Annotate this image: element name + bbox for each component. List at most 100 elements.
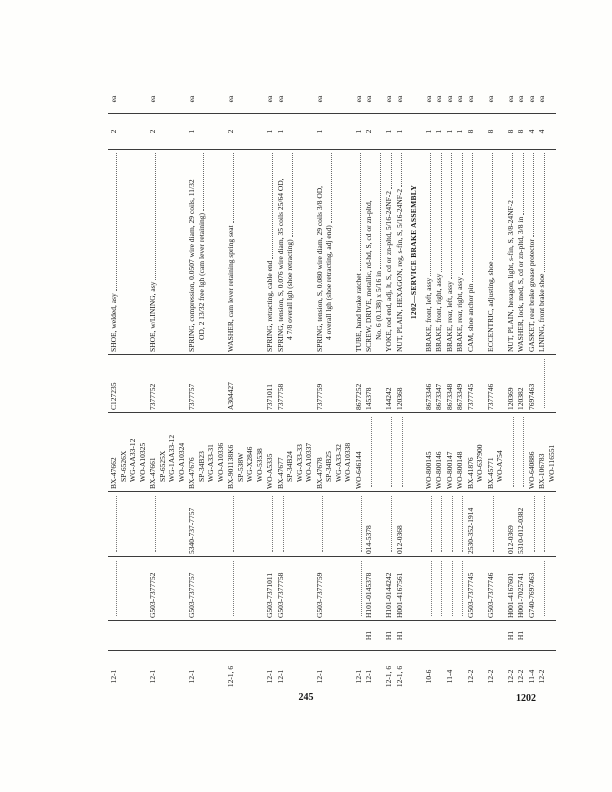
vehicular-no-cell: H001-4167601 bbox=[504, 556, 515, 620]
dotted-leader bbox=[394, 153, 402, 187]
description-text: SPRING, tension, S, 0.080 wire diam, 29 … bbox=[314, 185, 324, 352]
quantity-cell: 2 bbox=[225, 113, 264, 149]
description-cell: CAM, shoe anchor pin bbox=[464, 149, 485, 354]
mfr-part-no: WO-800146 bbox=[434, 451, 443, 490]
h1-flag-cell bbox=[484, 620, 505, 650]
dotted-leader bbox=[505, 153, 513, 199]
dotted-leader bbox=[423, 153, 431, 276]
unit-cell: ea bbox=[505, 95, 515, 103]
ord-part-no-cell: 7371011 bbox=[264, 354, 275, 412]
mfr-part-no: BX-47678 bbox=[314, 457, 324, 489]
description-text: 4 overall lgh (shoe retracting, adj end) bbox=[324, 225, 333, 340]
empty-cell-leader bbox=[275, 496, 284, 552]
empty-cell-leader bbox=[384, 496, 392, 552]
description-cell: SCREW, DRIVE, metallic, rd-hd, S, cd or … bbox=[363, 149, 383, 354]
vehicular-no-cell bbox=[443, 556, 454, 620]
description-cell: BRAKE, rear, right, assy bbox=[454, 149, 465, 354]
mfr-part-no: BX-47677 bbox=[275, 457, 285, 489]
description-text: 4 7/8 overall lgh (shoe retracting) bbox=[285, 239, 294, 340]
description-line: SHOE, w/LINING, asy bbox=[148, 152, 158, 352]
mfr-part-no-cell: WO-646144 bbox=[352, 412, 363, 491]
quantity-cell: 1 bbox=[352, 113, 363, 149]
empty-cell-leader bbox=[444, 496, 453, 552]
quantity-cell: 1 bbox=[186, 113, 225, 149]
h1-flag-cell bbox=[433, 620, 444, 650]
mfr-part-no-cell: BX-47676 SP-34B23 WG-A33-31 WO-A10336 bbox=[186, 412, 225, 491]
table-row: 12-2 G503-7377745 2530-352-1914 BX-41876… bbox=[464, 85, 485, 702]
empty-cell-leader bbox=[455, 561, 463, 616]
empty-cell-leader bbox=[353, 496, 362, 552]
description-text: SCREW, DRIVE, metallic, rd-hd, S, cd or … bbox=[364, 200, 373, 352]
description-cell: NUT, PLAIN, hexagon, light, s-fin, S, 3/… bbox=[504, 149, 515, 354]
table-row: 12-1 G503-7377759 BX-47678 SP-34B25 WG-A33… bbox=[313, 85, 353, 702]
mfr-part-no: WO-A754 bbox=[495, 450, 504, 482]
h1-flag-cell: H1 bbox=[363, 620, 383, 650]
stock-no-cell bbox=[422, 491, 433, 556]
ord-part-no-cell: 8673348 bbox=[443, 354, 454, 412]
table-row: 12-1 WO-646144 8677252 TUBE, hand brake … bbox=[352, 85, 364, 702]
description-line: GASKET, rear brake grease protector bbox=[526, 152, 537, 352]
quantity-cell: 4 bbox=[525, 113, 536, 149]
unit-cell: ea bbox=[353, 95, 363, 103]
table-row: WO-800148 8673349 BRAKE, rear, right, as… bbox=[454, 85, 465, 702]
mfr-part-no: WG-A33-33 bbox=[294, 444, 304, 482]
ord-part-no-cell: 120382 bbox=[515, 354, 526, 412]
h1-flag-cell bbox=[352, 620, 363, 650]
unit-cell: ea bbox=[394, 95, 404, 103]
table-row: 11-4 G740-7697463 WO-640886 7697463 GASK… bbox=[525, 85, 537, 702]
mfr-part-no: WO-640886 bbox=[526, 451, 536, 490]
table-row: 10-6 WO-800145 8673346 BRAKE, front, lef… bbox=[422, 85, 433, 702]
description-text: SHOE, welded, asy bbox=[109, 293, 118, 352]
dotted-leader bbox=[465, 153, 473, 282]
empty-cell-leader bbox=[434, 561, 442, 616]
quantity-cell: 2 bbox=[363, 113, 383, 149]
empty-cell-leader bbox=[226, 561, 234, 616]
description-line: NUT, PLAIN, HEXAGON, reg, s-fin, S, 5/16… bbox=[394, 152, 405, 352]
mfr-part-no: SP-538W bbox=[235, 452, 245, 482]
ord-part-no-cell: 7697463 bbox=[525, 354, 536, 412]
mfr-part-no-cell: BX-47662 SP-6526X WG-AA33-12 WO-A10325 bbox=[108, 412, 147, 491]
description-cell: ECCENTRIC, adjusting, shoe bbox=[484, 149, 505, 354]
h1-flag-cell: H1 bbox=[383, 620, 394, 650]
vehicular-no-cell bbox=[454, 556, 465, 620]
description-line: BRAKE, rear, right, assy bbox=[455, 152, 465, 352]
mfr-part-no: WG-A33-31 bbox=[206, 444, 215, 482]
mfr-part-no-cell: WO-800145 bbox=[422, 412, 433, 491]
description-line: TUBE, hand brake ratchet bbox=[353, 152, 364, 352]
description-text: BRAKE, rear, right, assy bbox=[455, 276, 464, 352]
vehicular-no-cell bbox=[352, 556, 363, 620]
ord-part-no-cell: 8673347 bbox=[433, 354, 444, 412]
vehicular-no-cell: G503-7377745 bbox=[464, 556, 485, 620]
description-text: YOKE, rod end, adj, lt, S, cd or zn-pltd… bbox=[384, 190, 393, 352]
mfr-part-no: WO-A10338 bbox=[343, 442, 352, 482]
unit-cell: ea bbox=[109, 95, 118, 103]
mfr-part-no: WO-800145 bbox=[423, 451, 433, 490]
mfr-part-no-cell: WO-800146 bbox=[433, 412, 444, 491]
vehicular-no-cell bbox=[108, 556, 147, 620]
h1-flag-cell bbox=[225, 620, 264, 650]
dotted-leader bbox=[324, 153, 332, 224]
unit-cell: ea bbox=[444, 95, 454, 103]
description-text: SPRING, tension, S, 0.076 wire diam, 35 … bbox=[275, 178, 285, 352]
mfr-part-no-cell: BX-47661 SP-6525X WG-1AA33-12 WO-A10324 bbox=[147, 412, 186, 491]
empty-cell-leader bbox=[384, 417, 392, 487]
stock-no-cell bbox=[484, 491, 505, 556]
ord-part-no-cell: 7377757 bbox=[186, 354, 225, 412]
description-text: No. 6 (0.138) x 5/16 in bbox=[373, 271, 383, 340]
h1-flag-cell bbox=[147, 620, 186, 650]
mfr-part-no: BX-901138K6 bbox=[226, 444, 235, 489]
description-cell: BRAKE, front, right, assy bbox=[433, 149, 444, 354]
mfr-part-no: WO-A10324 bbox=[176, 442, 186, 482]
table-row: 12-2 BX-106783 WO-116551 LINING, front br… bbox=[536, 85, 556, 702]
description-line: SPRING, retracting, cable end bbox=[265, 152, 275, 352]
dotted-leader bbox=[353, 153, 361, 272]
h1-flag-cell bbox=[422, 620, 433, 650]
dotted-leader bbox=[285, 153, 293, 238]
ord-part-no-cell: 8673346 bbox=[422, 354, 433, 412]
mfr-part-no: WG-A33-32 bbox=[333, 444, 343, 482]
unit-cell: ea bbox=[226, 95, 235, 103]
stock-no-cell bbox=[147, 491, 186, 556]
stock-no-cell: 5310-012-0382 bbox=[515, 491, 526, 556]
quantity-cell: 1 bbox=[313, 113, 353, 149]
